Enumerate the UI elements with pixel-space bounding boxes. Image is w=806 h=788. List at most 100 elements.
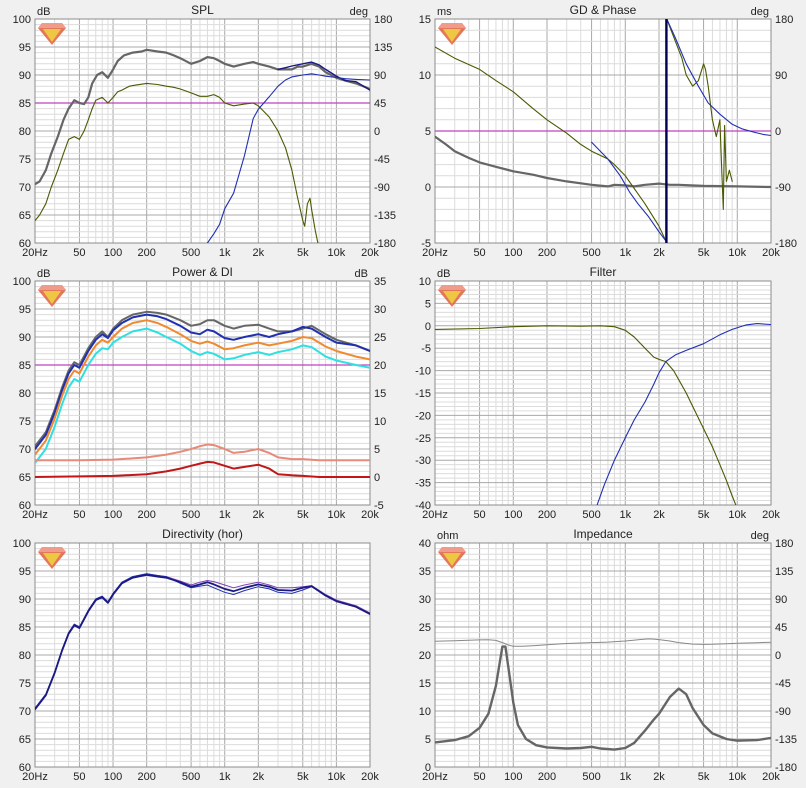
chart-title: Filter [590,265,617,279]
plot-border [434,542,772,768]
y-tick-label: 40 [419,538,431,550]
y2-tick-label: -90 [374,182,390,194]
x-tick-label: 200 [538,247,556,259]
y-tick-label: 60 [19,762,31,774]
right-unit-label: dB [355,268,368,280]
y2-tick-label: -90 [775,182,791,194]
series-line-blue [666,19,771,137]
x-tick-label: 50 [473,509,485,521]
y2-tick-label: 0 [374,126,380,138]
y2-tick-label: 5 [374,444,380,456]
y-tick-label: 90 [19,594,31,606]
y-tick-label: 10 [419,706,431,718]
x-tick-label: 100 [104,771,122,783]
y-tick-label: -10 [415,366,431,378]
y2-tick-label: 20 [374,360,386,372]
series-line-olive [435,46,667,242]
y2-tick-label: 90 [775,70,787,82]
series-line-blue [206,73,370,243]
x-tick-label: 100 [104,247,122,259]
y2-tick-label: 0 [775,650,781,662]
y-tick-label: -30 [415,455,431,467]
y-tick-label: 60 [19,238,31,250]
y-tick-label: -5 [421,238,431,250]
y-tick-label: -20 [415,410,431,422]
y-tick-label: 5 [425,734,431,746]
y-tick-label: 15 [419,678,431,690]
y-tick-label: 70 [19,182,31,194]
y-tick-label: -25 [415,433,431,445]
x-tick-label: 20Hz [422,771,448,783]
y2-tick-label: 180 [775,538,793,550]
y-tick-label: 20 [419,650,431,662]
logo-gem-icon [438,547,466,569]
y-tick-label: 70 [19,444,31,456]
y2-tick-label: 180 [374,14,392,26]
series-group [435,638,771,751]
x-tick-label: 5k [297,247,309,259]
x-tick-label: 10k [728,509,746,521]
chart-title: SPL [191,3,214,17]
series-line-blue [35,313,370,450]
y2-tick-label: -5 [374,500,384,512]
logo-gem-icon [438,23,466,45]
x-tick-label: 200 [137,771,155,783]
series-line-orange [35,319,370,456]
left-unit-label: dB [37,6,50,18]
y2-tick-label: 15 [374,388,386,400]
series-group [35,310,370,478]
y-tick-label: 80 [19,126,31,138]
series-line-cyan [35,327,370,464]
x-tick-label: 500 [182,509,200,521]
chart-directivity: Directivity (hor) 100 95 90 85 80 75 70 65 6020Hz… [13,527,380,783]
chart-title: Power & DI [172,265,233,279]
x-tick-label: 100 [504,771,522,783]
series-line-blue [591,141,667,242]
plot-border [34,18,371,244]
x-tick-label: 20k [762,509,780,521]
series-line-red [35,460,370,478]
x-tick-label: 200 [538,509,556,521]
series-line-gray [435,645,771,751]
x-tick-label: 20Hz [422,247,448,259]
y2-tick-label: -135 [775,734,797,746]
x-tick-label: 200 [137,247,155,259]
y-tick-label: 0 [425,182,431,194]
x-tick-label: 20Hz [22,509,48,521]
left-unit-label: ohm [437,530,458,542]
x-tick-label: 2k [653,771,665,783]
y2-tick-label: 25 [374,332,386,344]
chart-spl: SPL dB deg 100 95 90 85 80 75 70 65 60 180 135 90 45 0 -4… [13,3,396,259]
x-tick-label: 200 [137,509,155,521]
x-tick-label: 20Hz [22,247,48,259]
y-tick-label: 5 [425,126,431,138]
y-tick-label: 35 [419,566,431,578]
y-tick-label: 15 [419,14,431,26]
x-tick-label: 10k [728,771,746,783]
x-tick-label: 2k [253,509,265,521]
y-tick-label: -35 [415,478,431,490]
x-tick-label: 500 [582,771,600,783]
series-line-blue [596,323,771,505]
y-tick-label: 100 [13,14,31,26]
x-tick-label: 5k [698,247,710,259]
x-tick-label: 50 [73,247,85,259]
y2-tick-label: 10 [374,416,386,428]
y-tick-label: 75 [19,416,31,428]
y-tick-label: -5 [421,343,431,355]
x-tick-label: 20k [361,771,379,783]
x-tick-label: 100 [104,509,122,521]
x-tick-label: 2k [253,771,265,783]
y-tick-label: 70 [19,706,31,718]
series-line-gray [435,135,771,189]
x-tick-label: 50 [73,771,85,783]
x-tick-label: 20Hz [422,509,448,521]
right-unit-label: deg [350,6,368,18]
y-tick-label: 30 [419,594,431,606]
x-tick-label: 1k [619,771,631,783]
x-tick-label: 50 [473,771,485,783]
chart-title: Impedance [573,527,633,541]
